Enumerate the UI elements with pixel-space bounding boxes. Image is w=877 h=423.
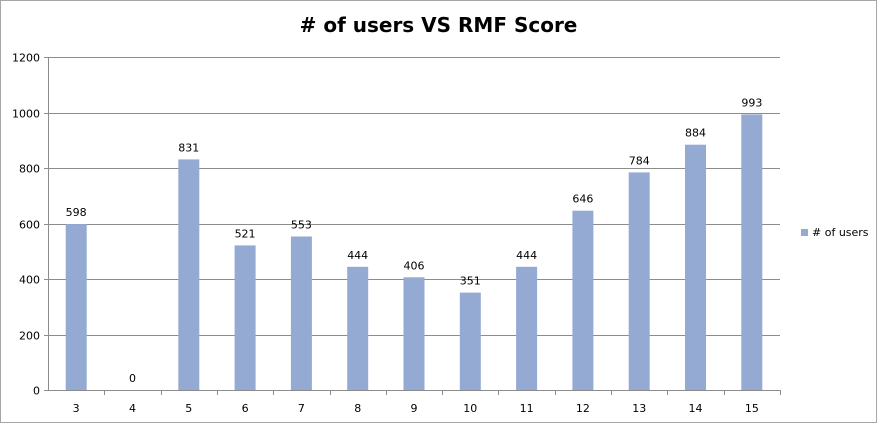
data-label: 646 xyxy=(572,193,593,206)
x-tick-label: 4 xyxy=(129,402,136,415)
legend-swatch xyxy=(801,229,808,236)
data-label: 406 xyxy=(404,259,425,272)
data-label: 444 xyxy=(347,249,368,262)
data-label: 351 xyxy=(460,275,481,288)
y-tick-label: 0 xyxy=(33,385,40,398)
data-label: 0 xyxy=(129,372,136,385)
x-tick-label: 10 xyxy=(463,402,477,415)
x-tick-label: 6 xyxy=(242,402,249,415)
bar xyxy=(65,224,87,390)
data-label: 553 xyxy=(291,219,312,232)
data-label: 831 xyxy=(178,141,199,154)
y-tick-label: 1000 xyxy=(12,108,40,121)
y-tick-label: 400 xyxy=(19,274,40,287)
bar xyxy=(234,245,256,390)
x-tick-label: 11 xyxy=(520,402,534,415)
bar xyxy=(459,292,481,390)
data-label: 598 xyxy=(66,206,87,219)
x-tick-labels: 3 4 5 6 7 8 9 10 11 12 13 14 15 xyxy=(73,402,759,415)
x-tick-label: 14 xyxy=(689,402,703,415)
data-label: 993 xyxy=(741,96,762,109)
bars xyxy=(65,114,763,391)
legend-label: # of users xyxy=(812,226,869,239)
data-labels: 598 0 831 521 553 444 406 351 444 646 784 884 993 xyxy=(66,96,763,385)
bar xyxy=(290,236,312,390)
y-tick-label: 200 xyxy=(19,330,40,343)
bar xyxy=(572,210,594,390)
bar xyxy=(516,266,538,390)
data-label: 444 xyxy=(516,249,537,262)
data-label: 784 xyxy=(629,154,650,167)
data-label: 884 xyxy=(685,127,706,140)
x-tick-label: 9 xyxy=(411,402,418,415)
y-tick-label: 600 xyxy=(19,219,40,232)
bar xyxy=(685,144,706,390)
y-tick-label: 800 xyxy=(19,163,40,176)
x-tick-label: 5 xyxy=(185,402,192,415)
chart-title: # of users VS RMF Score xyxy=(299,13,578,37)
x-tick-label: 8 xyxy=(354,402,361,415)
bar xyxy=(347,266,369,390)
bar xyxy=(178,159,200,390)
x-tick-label: 3 xyxy=(73,402,80,415)
x-tick-label: 7 xyxy=(298,402,305,415)
legend: # of users xyxy=(801,226,869,239)
axes xyxy=(44,57,781,395)
data-label: 521 xyxy=(235,227,256,240)
x-tick-label: 15 xyxy=(745,402,759,415)
x-tick-label: 13 xyxy=(632,402,646,415)
y-tick-label: 1200 xyxy=(12,52,40,65)
bar xyxy=(741,114,763,391)
x-tick-label: 12 xyxy=(576,402,590,415)
y-tick-labels: 0 200 400 600 800 1000 1200 xyxy=(12,52,40,398)
bar xyxy=(403,277,425,390)
bar xyxy=(628,172,650,390)
